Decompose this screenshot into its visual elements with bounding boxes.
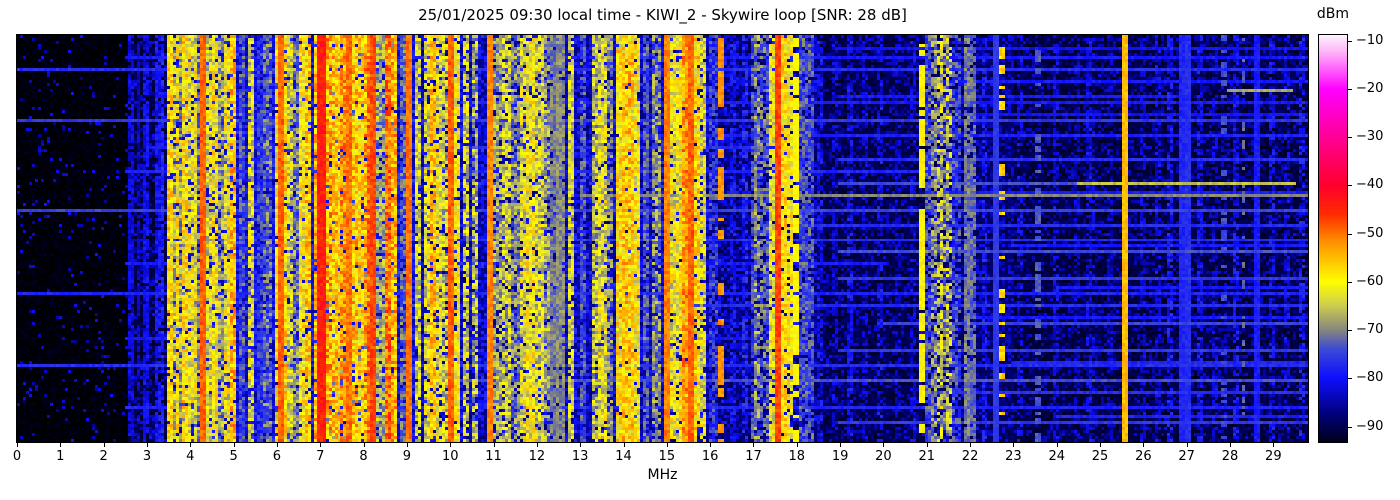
x-tick-label: 22 <box>961 449 979 464</box>
colorbar-tick-mark <box>1347 89 1352 90</box>
x-tick-label: 21 <box>918 449 936 464</box>
waterfall-canvas <box>17 35 1308 442</box>
x-tick-mark <box>1186 442 1188 447</box>
x-tick-label: 19 <box>831 449 849 464</box>
x-tick-mark <box>1056 442 1058 447</box>
x-tick-label: 16 <box>701 449 719 464</box>
x-tick-mark <box>103 442 105 447</box>
colorbar-tick-mark <box>1347 281 1352 283</box>
x-tick-label: 9 <box>402 449 412 464</box>
x-tick-mark <box>276 442 278 447</box>
x-tick-label: 3 <box>142 449 152 464</box>
colorbar-tick-label: −20 <box>1356 81 1384 96</box>
x-axis-label: MHz <box>647 467 678 483</box>
colorbar-tick-label: −60 <box>1356 273 1384 289</box>
colorbar-tick-label: −50 <box>1356 225 1384 241</box>
x-tick-label: 13 <box>571 449 589 464</box>
x-tick-mark <box>233 442 235 447</box>
x-tick-mark <box>970 442 972 447</box>
x-tick-mark <box>60 442 62 447</box>
chart-title: 25/01/2025 09:30 local time - KIWI_2 - S… <box>418 6 907 24</box>
x-tick-mark <box>840 442 842 447</box>
x-tick-mark <box>796 442 798 447</box>
colorbar-tick-label: −90 <box>1356 418 1384 434</box>
colorbar-tick-mark <box>1347 378 1352 380</box>
colorbar-tick-mark <box>1347 40 1352 42</box>
x-tick-label: 29 <box>1265 449 1282 464</box>
x-tick-label: 8 <box>359 449 368 464</box>
colorbar <box>1318 34 1348 443</box>
x-tick-label: 7 <box>316 449 325 464</box>
x-tick-label: 27 <box>1178 449 1195 464</box>
x-tick-mark <box>1143 442 1145 447</box>
x-tick-mark <box>666 442 668 447</box>
x-tick-mark <box>450 442 452 447</box>
x-tick-mark <box>580 442 582 447</box>
x-tick-label: 11 <box>485 449 502 464</box>
x-tick-mark <box>926 442 928 447</box>
colorbar-unit-label: dBm <box>1316 6 1350 22</box>
x-tick-label: 20 <box>875 449 892 464</box>
colorbar-tick-label: −70 <box>1356 322 1384 338</box>
x-tick-label: 12 <box>528 449 546 464</box>
x-tick-mark <box>536 442 538 447</box>
x-tick-mark <box>17 442 18 447</box>
x-tick-mark <box>1273 442 1275 447</box>
x-tick-label: 26 <box>1135 449 1152 464</box>
x-tick-mark <box>710 442 712 447</box>
colorbar-tick-mark <box>1347 233 1352 235</box>
x-tick-mark <box>190 442 192 447</box>
x-tick-label: 28 <box>1221 449 1239 464</box>
x-tick-mark <box>623 442 625 447</box>
x-tick-label: 6 <box>272 449 282 464</box>
waterfall-plot-area <box>16 34 1309 443</box>
x-tick-label: 1 <box>56 449 65 464</box>
x-tick-label: 15 <box>658 449 676 464</box>
x-tick-label: 5 <box>229 449 238 464</box>
x-tick-mark <box>1100 442 1102 447</box>
x-tick-label: 24 <box>1048 449 1065 464</box>
colorbar-tick-mark <box>1347 330 1352 332</box>
x-tick-label: 14 <box>615 449 632 464</box>
x-tick-mark <box>320 442 322 447</box>
x-tick-label: 4 <box>186 449 195 464</box>
x-tick-label: 2 <box>99 449 108 464</box>
x-tick-mark <box>1230 442 1232 447</box>
x-tick-mark <box>753 442 755 447</box>
x-tick-mark <box>146 442 148 447</box>
colorbar-tick-mark <box>1347 137 1352 139</box>
colorbar-tick-label: −40 <box>1356 177 1384 193</box>
x-tick-mark <box>363 442 365 447</box>
x-tick-mark <box>1013 442 1015 447</box>
colorbar-tick-label: −10 <box>1356 32 1384 48</box>
colorbar-tick-mark <box>1347 185 1352 187</box>
x-tick-label: 17 <box>745 449 762 464</box>
x-tick-label: 25 <box>1091 449 1109 464</box>
colorbar-tick-mark <box>1347 426 1352 428</box>
x-tick-label: 10 <box>441 449 459 464</box>
x-tick-label: 0 <box>12 449 22 464</box>
colorbar-tick-label: −80 <box>1356 370 1384 386</box>
x-tick-mark <box>883 442 885 447</box>
colorbar-tick-label: −30 <box>1356 129 1384 145</box>
colorbar-canvas <box>1319 35 1347 442</box>
x-tick-label: 23 <box>1005 449 1022 464</box>
x-tick-label: 18 <box>788 449 806 464</box>
x-tick-mark <box>406 442 408 447</box>
x-tick-mark <box>493 442 495 447</box>
